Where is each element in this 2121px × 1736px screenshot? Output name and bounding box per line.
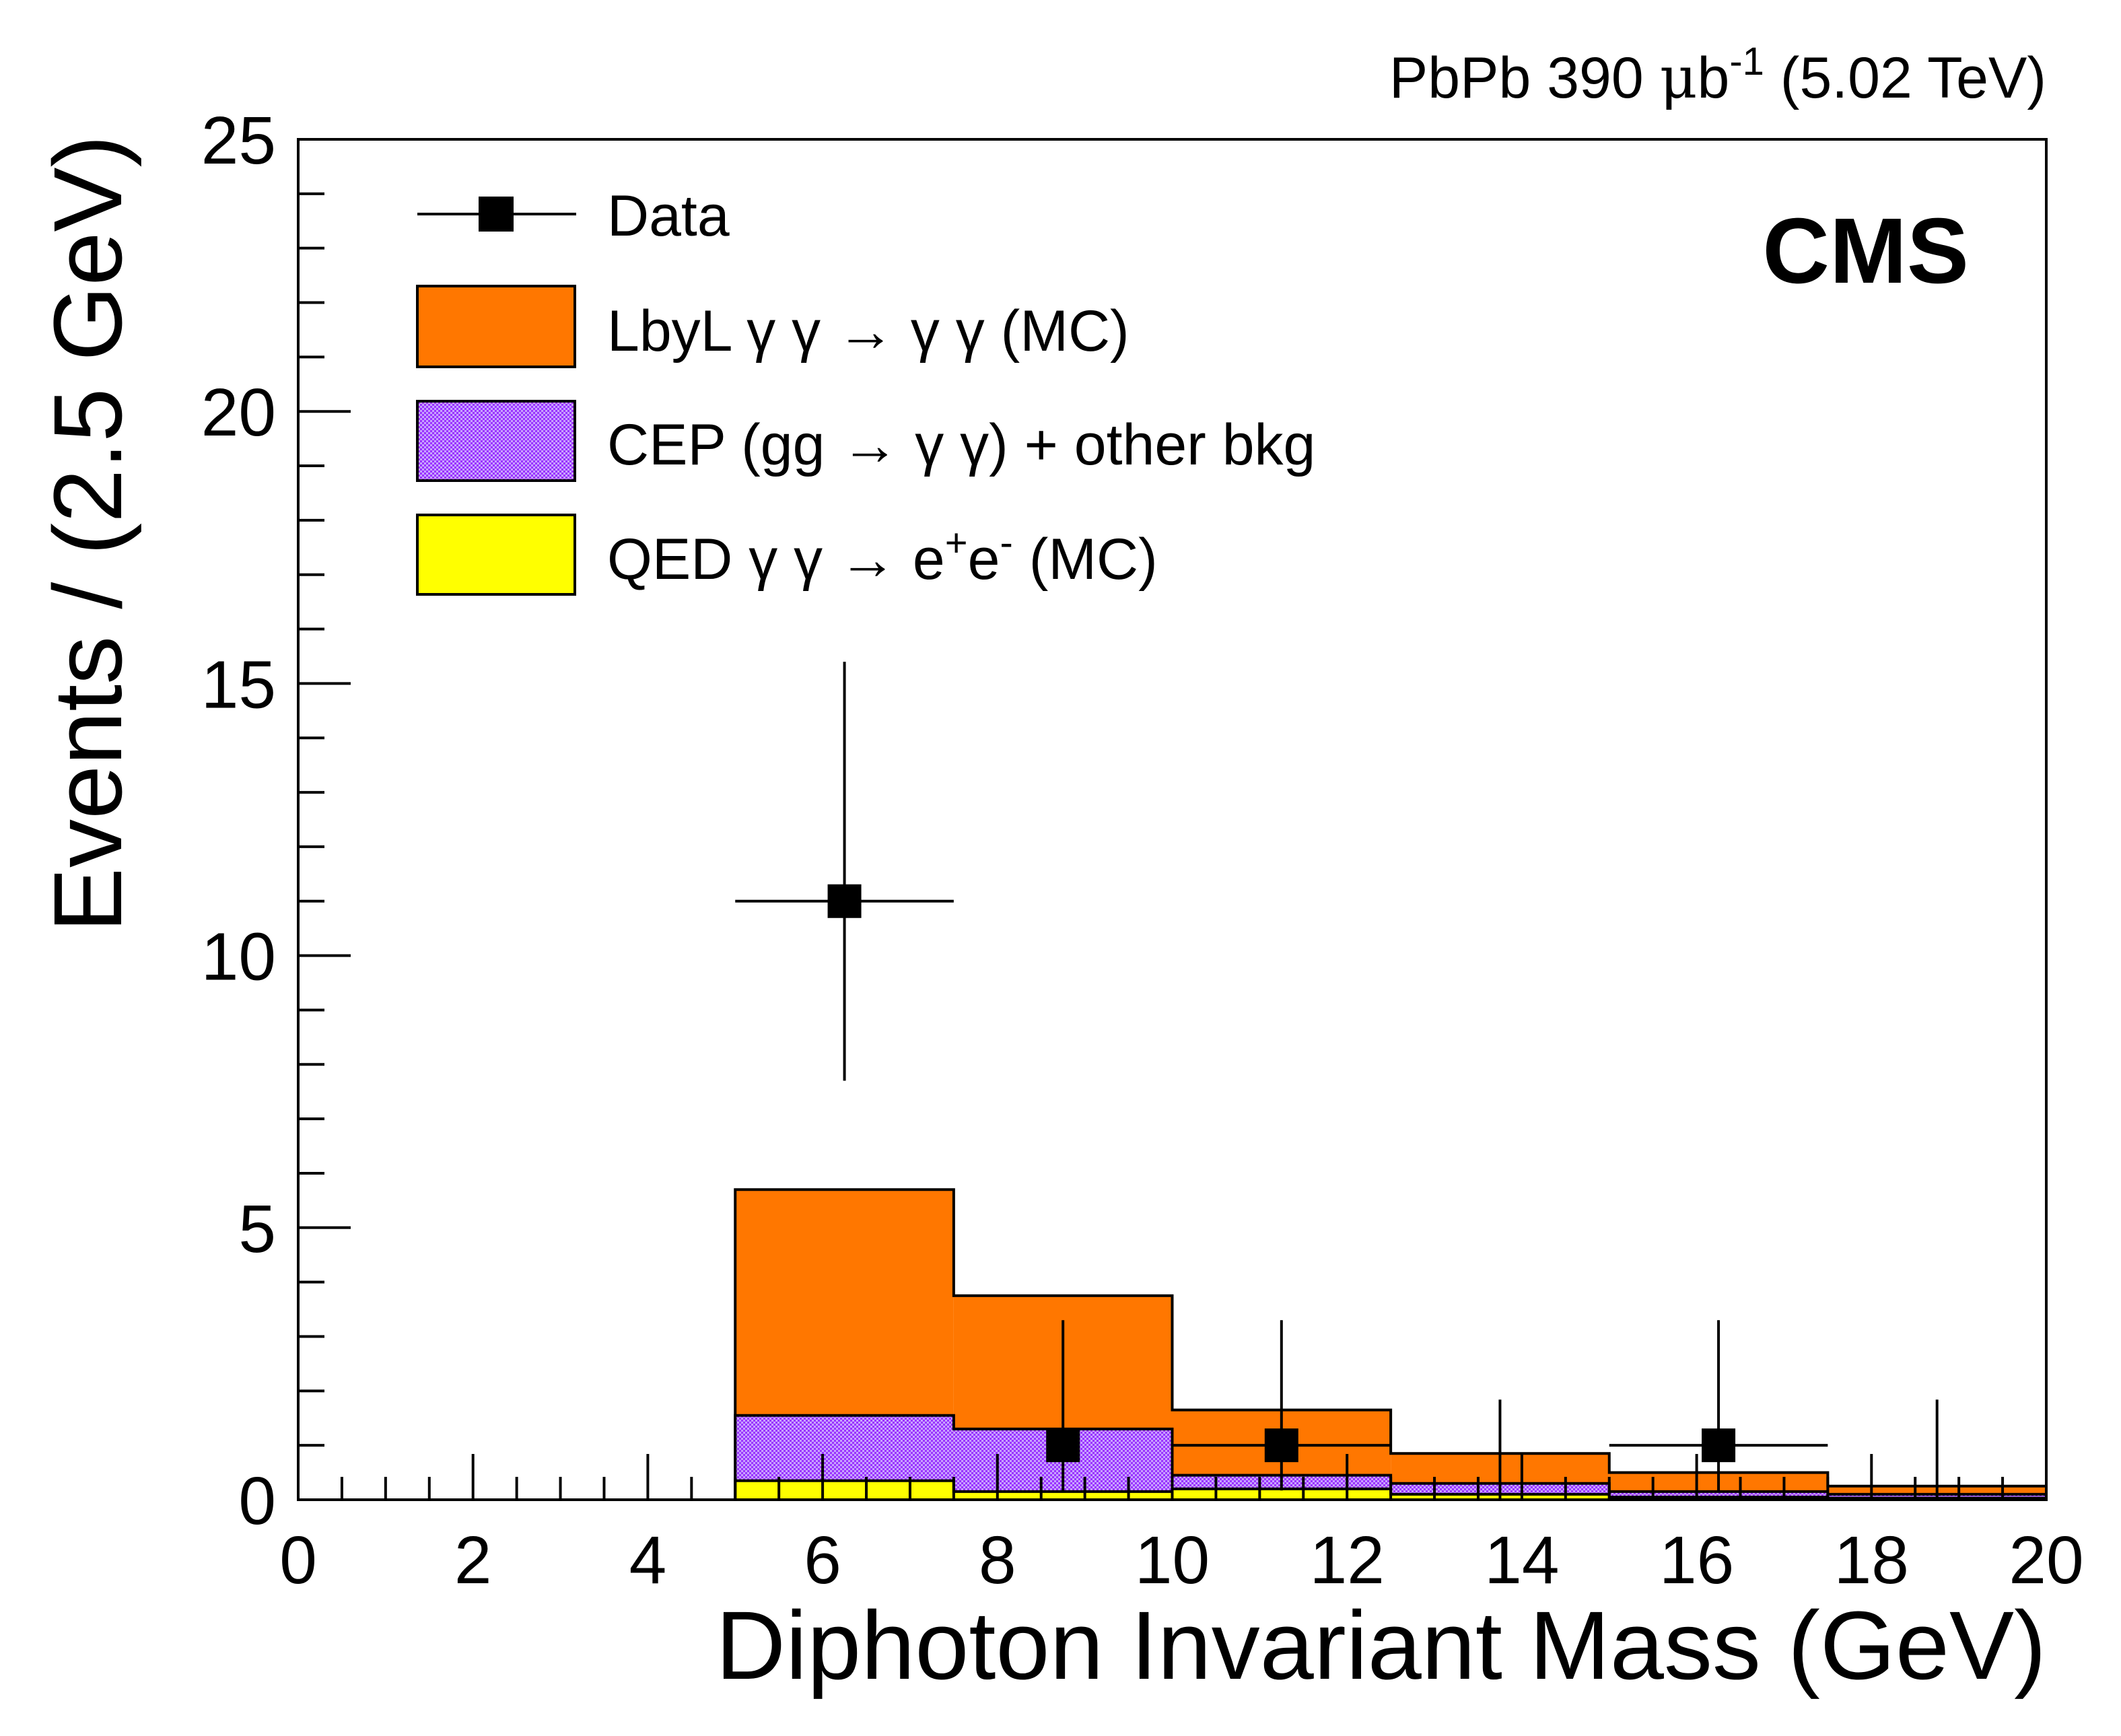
legend-data-label: Data — [607, 184, 730, 248]
x-tick-label: 14 — [1484, 1523, 1559, 1598]
x-tick-label: 12 — [1310, 1523, 1385, 1598]
legend: Data LbyL γ γ → γ γ (MC) CEP (gg → γ γ) … — [416, 184, 1315, 596]
x-tick-label: 10 — [1135, 1523, 1210, 1598]
y-tick-label: 0 — [238, 1463, 276, 1539]
legend-cep-label: CEP (gg → γ γ) + other bkg — [607, 413, 1315, 477]
legend-qed-e2: e — [968, 527, 1000, 592]
legend-qed-pre: QED γ γ → e — [607, 527, 945, 592]
lumi-suffix: (5.02 TeV) — [1764, 46, 2046, 110]
x-axis-ticks: 0 2 4 6 8 10 12 14 16 18 20 — [279, 1454, 2084, 1598]
legend-lbyl-swatch — [416, 285, 576, 368]
legend-lbyl-mid: γ γ → γ γ — [746, 299, 985, 363]
hist-qed-bin — [735, 1480, 954, 1500]
lumi-exponent: -1 — [1729, 40, 1764, 83]
x-axis-title: Diphoton Invariant Mass (GeV) — [716, 1591, 2046, 1700]
lumi-mu: μ — [1660, 44, 1698, 112]
stacked-histogram — [734, 1188, 2048, 1500]
x-tick-label: 18 — [1834, 1523, 1909, 1598]
cms-label: CMS — [1762, 199, 1969, 303]
y-tick-label: 25 — [201, 103, 276, 178]
data-point — [827, 884, 862, 918]
hist-qed-bin — [1609, 1496, 1828, 1500]
legend-lbyl-pre: LbyL — [607, 299, 746, 363]
x-tick-label: 6 — [804, 1523, 841, 1598]
legend-cep-swatch — [416, 400, 576, 482]
y-tick-label: 15 — [201, 647, 276, 722]
lumi-b: b — [1697, 46, 1729, 110]
legend-qed-sup2: - — [1000, 521, 1012, 565]
legend-qed-sup1: + — [945, 521, 968, 565]
y-axis-title: Events / (2.5 GeV) — [34, 135, 142, 932]
legend-qed-label: QED γ γ → e+e- (MC) — [607, 521, 1158, 592]
y-tick-label: 10 — [201, 919, 276, 995]
data-point — [1264, 1428, 1298, 1463]
legend-data-marker — [479, 197, 514, 232]
x-tick-label: 2 — [454, 1523, 492, 1598]
legend-lbyl-post: (MC) — [985, 299, 1129, 363]
legend-qed-swatch — [416, 514, 576, 596]
data-points — [735, 662, 1939, 1500]
y-axis-ticks: 0 5 10 15 20 25 — [201, 103, 351, 1539]
x-tick-label: 0 — [279, 1523, 317, 1598]
legend-lbyl-label: LbyL γ γ → γ γ (MC) — [607, 299, 1129, 363]
y-tick-label: 20 — [201, 375, 276, 450]
x-tick-label: 4 — [629, 1523, 667, 1598]
x-tick-label: 16 — [1659, 1523, 1734, 1598]
x-tick-label: 8 — [979, 1523, 1016, 1598]
data-point — [1046, 1428, 1080, 1463]
y-tick-label: 5 — [238, 1191, 276, 1267]
x-tick-label: 20 — [2009, 1523, 2083, 1598]
data-point — [1702, 1428, 1736, 1463]
legend-qed-post: (MC) — [1013, 527, 1158, 592]
hist-qed-bin — [1172, 1488, 1391, 1500]
lumi-prefix: PbPb 390 — [1389, 46, 1660, 110]
hist-qed-bin — [953, 1491, 1173, 1500]
luminosity-label: PbPb 390 μb-1 (5.02 TeV) — [1389, 40, 2046, 112]
